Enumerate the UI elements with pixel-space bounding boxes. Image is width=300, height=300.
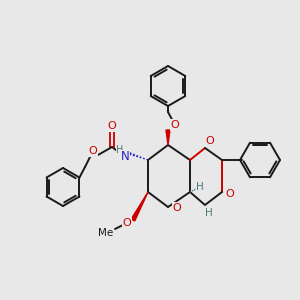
Text: N: N xyxy=(121,151,129,164)
Polygon shape xyxy=(166,130,170,145)
Text: O: O xyxy=(226,189,234,199)
Text: O: O xyxy=(88,146,98,156)
Text: O: O xyxy=(123,218,131,228)
Text: O: O xyxy=(171,120,179,130)
Text: Me: Me xyxy=(98,228,114,238)
Text: H: H xyxy=(196,182,204,192)
Text: H: H xyxy=(205,208,213,218)
Text: O: O xyxy=(206,136,214,146)
Text: H: H xyxy=(116,145,124,155)
Text: O: O xyxy=(108,121,116,131)
Text: O: O xyxy=(172,203,182,213)
Polygon shape xyxy=(131,192,148,221)
